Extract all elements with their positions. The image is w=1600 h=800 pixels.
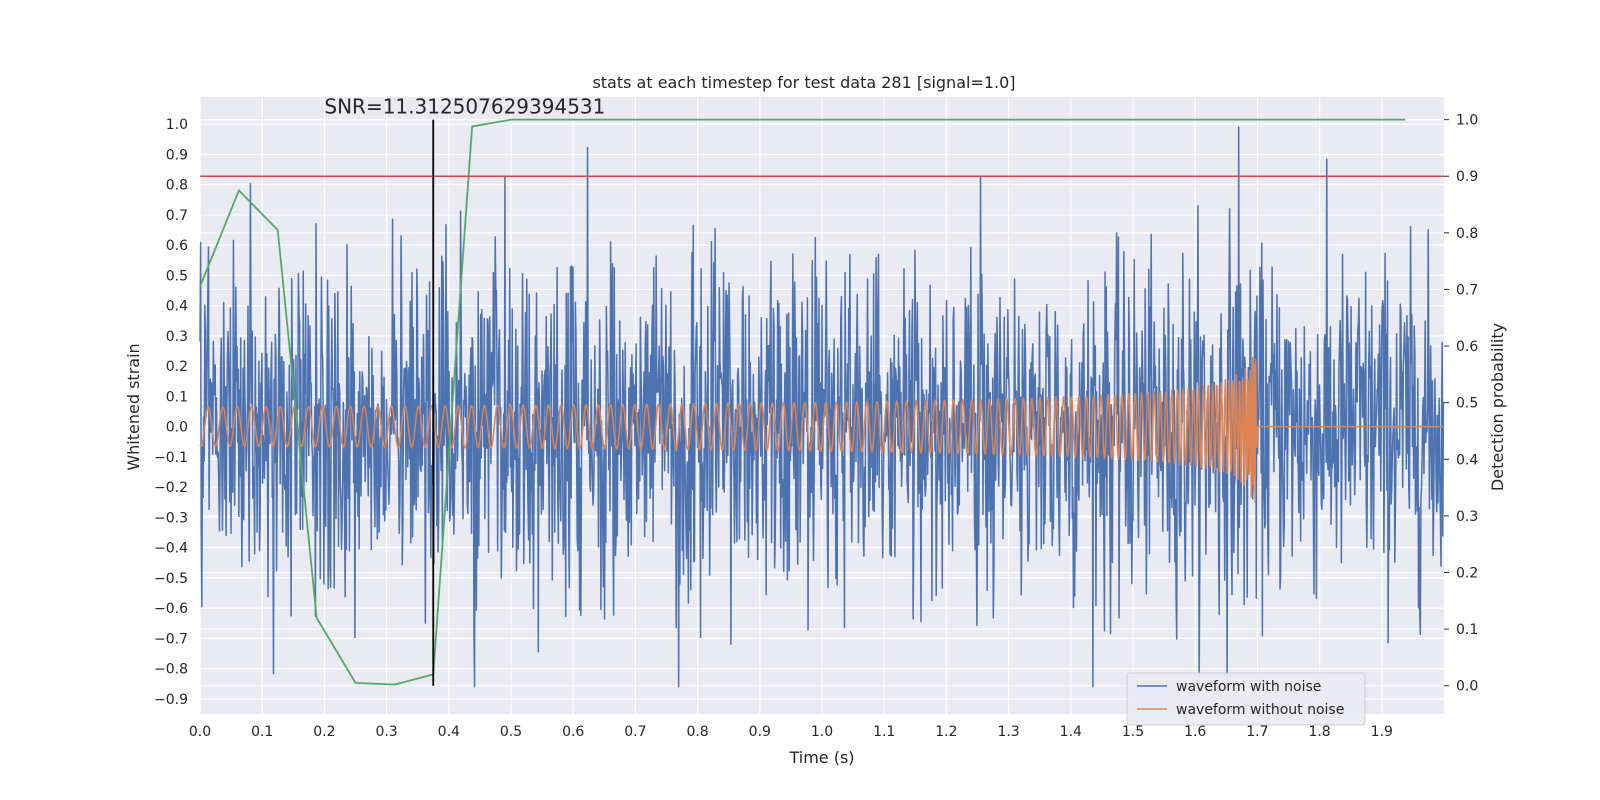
y2-tick-label: 0.2 [1456, 565, 1478, 581]
y-tick-labels: 1.0 0.9 0.8 0.7 0.6 0.5 0.4 0.3 0.2 0.1 0.0 −0.1 −0.… [154, 117, 188, 708]
y-tick-label: 0.8 [166, 178, 188, 194]
y2-tick-label: 1.0 [1456, 113, 1478, 129]
x-axis-label: Time (s) [788, 748, 854, 767]
y-tick-label: −0.8 [154, 662, 188, 678]
x-tick-label: 0.8 [686, 724, 708, 740]
snr-annotation: SNR=11.312507629394531 [324, 95, 605, 119]
legend-box [1126, 672, 1366, 726]
series-waveform-without-noise [199, 356, 1444, 503]
overlay-layer [200, 119, 1444, 686]
x-tick-label: 0.6 [562, 724, 584, 740]
x-tick-label: 1.4 [1060, 724, 1082, 740]
x-tick-labels: 0.0 0.1 0.2 0.3 0.4 0.5 0.6 0.7 0.8 0.9 1.0 1.1 1.2 1… [189, 724, 1393, 740]
series-detection-probability [199, 118, 1406, 686]
x-tick-label: 0.2 [313, 724, 335, 740]
y2-tick-label: 0.9 [1456, 169, 1478, 185]
y-tick-label: −0.5 [154, 571, 188, 587]
x-tick-label: 0.3 [375, 724, 397, 740]
y-tick-label: 0.0 [166, 420, 188, 436]
x-tick-label: 1.7 [1246, 724, 1268, 740]
y2-tick-label: 0.3 [1456, 509, 1478, 525]
y-tick-label: 1.0 [166, 117, 188, 133]
x-tick-label: 1.3 [997, 724, 1019, 740]
series-layer [199, 118, 1445, 688]
y-tick-label: 0.1 [166, 389, 188, 405]
y2-tick-label: 0.7 [1456, 282, 1478, 298]
y-tick-label: 0.3 [166, 329, 188, 345]
y-tick-label: −0.4 [154, 541, 188, 557]
legend-label-clean: waveform without noise [1176, 702, 1344, 718]
x-tick-label: 1.9 [1371, 724, 1393, 740]
y2-tick-label: 0.8 [1456, 226, 1478, 242]
legend-label-noise: waveform with noise [1176, 679, 1321, 695]
y-tick-label: −0.6 [154, 601, 188, 617]
x-tick-label: 0.7 [624, 724, 646, 740]
x-tick-label: 0.9 [749, 724, 771, 740]
x-tick-label: 1.5 [1122, 724, 1144, 740]
y2-tick-label: 0.1 [1456, 622, 1478, 638]
y-tick-label: 0.4 [166, 299, 188, 315]
x-tick-label: 1.2 [935, 724, 957, 740]
legend: waveform with noise waveform without noi… [1126, 672, 1366, 726]
y2-tick-label: 0.4 [1456, 452, 1478, 468]
y2-tick-label: 0.0 [1456, 679, 1478, 695]
x-tick-label: 1.1 [873, 724, 895, 740]
y-tick-label: 0.2 [166, 359, 188, 375]
x-tick-label: 0.0 [189, 724, 211, 740]
y-tick-label: −0.1 [154, 450, 188, 466]
x-tick-label: 1.0 [811, 724, 833, 740]
y2-tick-label: 0.5 [1456, 396, 1478, 412]
y-tick-label: −0.7 [154, 631, 188, 647]
chart-title: stats at each timestep for test data 281… [592, 73, 1015, 92]
x-tick-label: 1.8 [1308, 724, 1330, 740]
y-tick-label: 0.7 [166, 208, 188, 224]
y2-tick-labels: 1.0 0.9 0.8 0.7 0.6 0.5 0.4 0.3 0.2 0.1 0.0 [1444, 113, 1478, 695]
x-tick-label: 0.1 [251, 724, 273, 740]
x-tick-label: 0.5 [500, 724, 522, 740]
x-tick-label: 0.4 [438, 724, 460, 740]
x-tick-label: 1.6 [1184, 724, 1206, 740]
y-axis-label: Whitened strain [124, 343, 143, 470]
y-tick-label: −0.3 [154, 510, 188, 526]
y-tick-label: 0.6 [166, 238, 188, 254]
y-tick-label: 0.5 [166, 268, 188, 284]
y-tick-label: −0.2 [154, 480, 188, 496]
y2-axis-label: Detection probability [1488, 323, 1507, 491]
y-tick-label: 0.9 [166, 147, 188, 163]
y2-tick-label: 0.6 [1456, 339, 1478, 355]
y-tick-label: −0.9 [154, 692, 188, 708]
